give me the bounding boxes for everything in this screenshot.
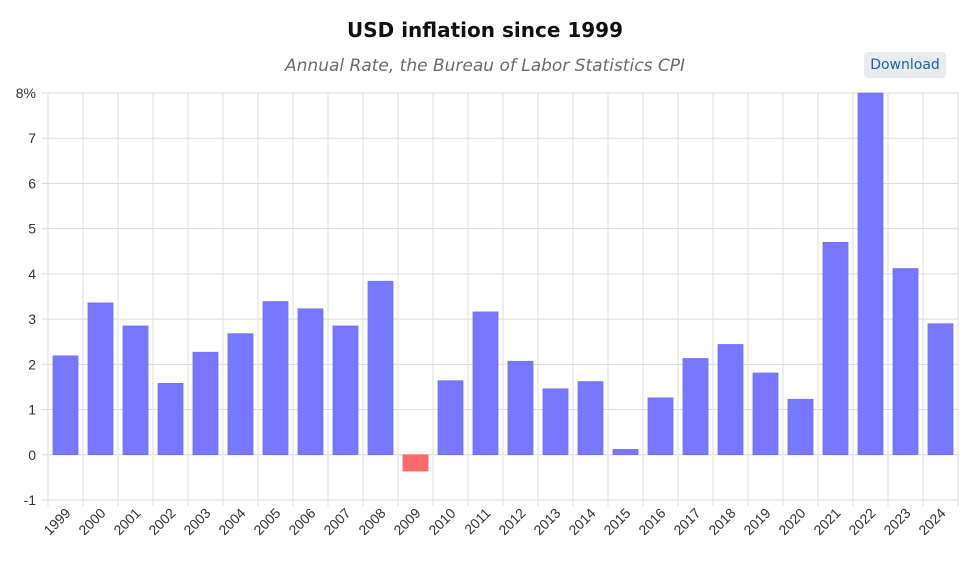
x-axis-ticks: 1999 2000 2001 2002 2003 2004 2005 2006 2007 2008… [40, 505, 948, 538]
x-tick-label: 2015 [600, 505, 633, 538]
bar-2018[interactable] [717, 344, 744, 456]
bar-2008[interactable] [367, 280, 394, 456]
x-tick-label: 2017 [670, 505, 703, 538]
bar-2005[interactable] [262, 301, 289, 456]
bar-1999[interactable] [52, 355, 79, 456]
bar-2014[interactable] [577, 381, 604, 456]
x-tick-label: 2011 [461, 505, 494, 538]
bar-2017[interactable] [682, 358, 709, 456]
bar-2020[interactable] [787, 398, 814, 456]
y-tick-label: 2 [28, 356, 36, 372]
y-tick-label: 5 [28, 221, 36, 237]
bar-2009[interactable] [402, 454, 429, 472]
download-button[interactable]: Download [864, 52, 946, 78]
bar-2004[interactable] [227, 333, 254, 456]
x-tick-label: 2001 [110, 505, 143, 538]
x-tick-label: 2000 [75, 505, 108, 538]
chart-title: USD inflation since 1999 [346, 18, 624, 42]
bar-2016[interactable] [647, 397, 674, 456]
bar-2019[interactable] [752, 372, 779, 456]
bar-2002[interactable] [157, 383, 184, 456]
y-tick-label: 7 [28, 130, 36, 146]
x-tick-label: 1999 [40, 505, 73, 538]
bar-2010[interactable] [437, 380, 464, 456]
x-tick-label: 2023 [880, 505, 913, 538]
x-tick-label: 2022 [845, 505, 878, 538]
y-tick-label: 8% [16, 85, 36, 101]
y-tick-label: 6 [28, 175, 36, 191]
x-tick-label: 2018 [705, 505, 738, 538]
bar-2022[interactable] [857, 92, 884, 456]
bar-2007[interactable] [332, 325, 359, 456]
bar-2015[interactable] [612, 449, 639, 456]
x-tick-label: 2010 [425, 505, 458, 538]
x-tick-label: 2020 [775, 505, 808, 538]
x-tick-label: 2005 [250, 505, 283, 538]
bar-2023[interactable] [892, 268, 919, 456]
y-axis-ticks: -1 0 1 2 3 4 5 6 7 8% [16, 85, 36, 508]
chart-subtitle: Annual Rate, the Bureau of Labor Statist… [285, 56, 685, 76]
bar-2024[interactable] [927, 323, 954, 456]
x-tick-label: 2009 [390, 505, 423, 538]
x-tick-label: 2012 [495, 505, 528, 538]
x-tick-label: 2016 [635, 505, 668, 538]
x-tick-label: 2002 [145, 505, 178, 538]
bar-2021[interactable] [822, 241, 849, 456]
x-tick-label: 2021 [810, 505, 843, 538]
bar-2003[interactable] [192, 351, 219, 456]
x-tick-label: 2007 [320, 505, 353, 538]
bar-2001[interactable] [122, 325, 149, 456]
x-tick-label: 2014 [565, 505, 598, 538]
bar-2000[interactable] [87, 302, 114, 456]
bar-2006[interactable] [297, 308, 324, 456]
y-tick-label: -1 [24, 492, 37, 508]
y-tick-label: 4 [28, 266, 36, 282]
x-tick-label: 2024 [915, 505, 948, 538]
x-tick-label: 2008 [355, 505, 388, 538]
x-tick-label: 2006 [285, 505, 318, 538]
x-tick-label: 2003 [180, 505, 213, 538]
y-tick-label: 3 [28, 311, 36, 327]
chart-bars [52, 92, 954, 472]
bar-2013[interactable] [542, 388, 569, 456]
bar-2012[interactable] [507, 360, 534, 456]
y-tick-label: 1 [28, 402, 36, 418]
x-tick-label: 2019 [740, 505, 773, 538]
y-tick-label: 0 [28, 447, 36, 463]
x-tick-label: 2004 [215, 505, 248, 538]
x-tick-label: 2013 [530, 505, 563, 538]
bar-2011[interactable] [472, 311, 499, 456]
